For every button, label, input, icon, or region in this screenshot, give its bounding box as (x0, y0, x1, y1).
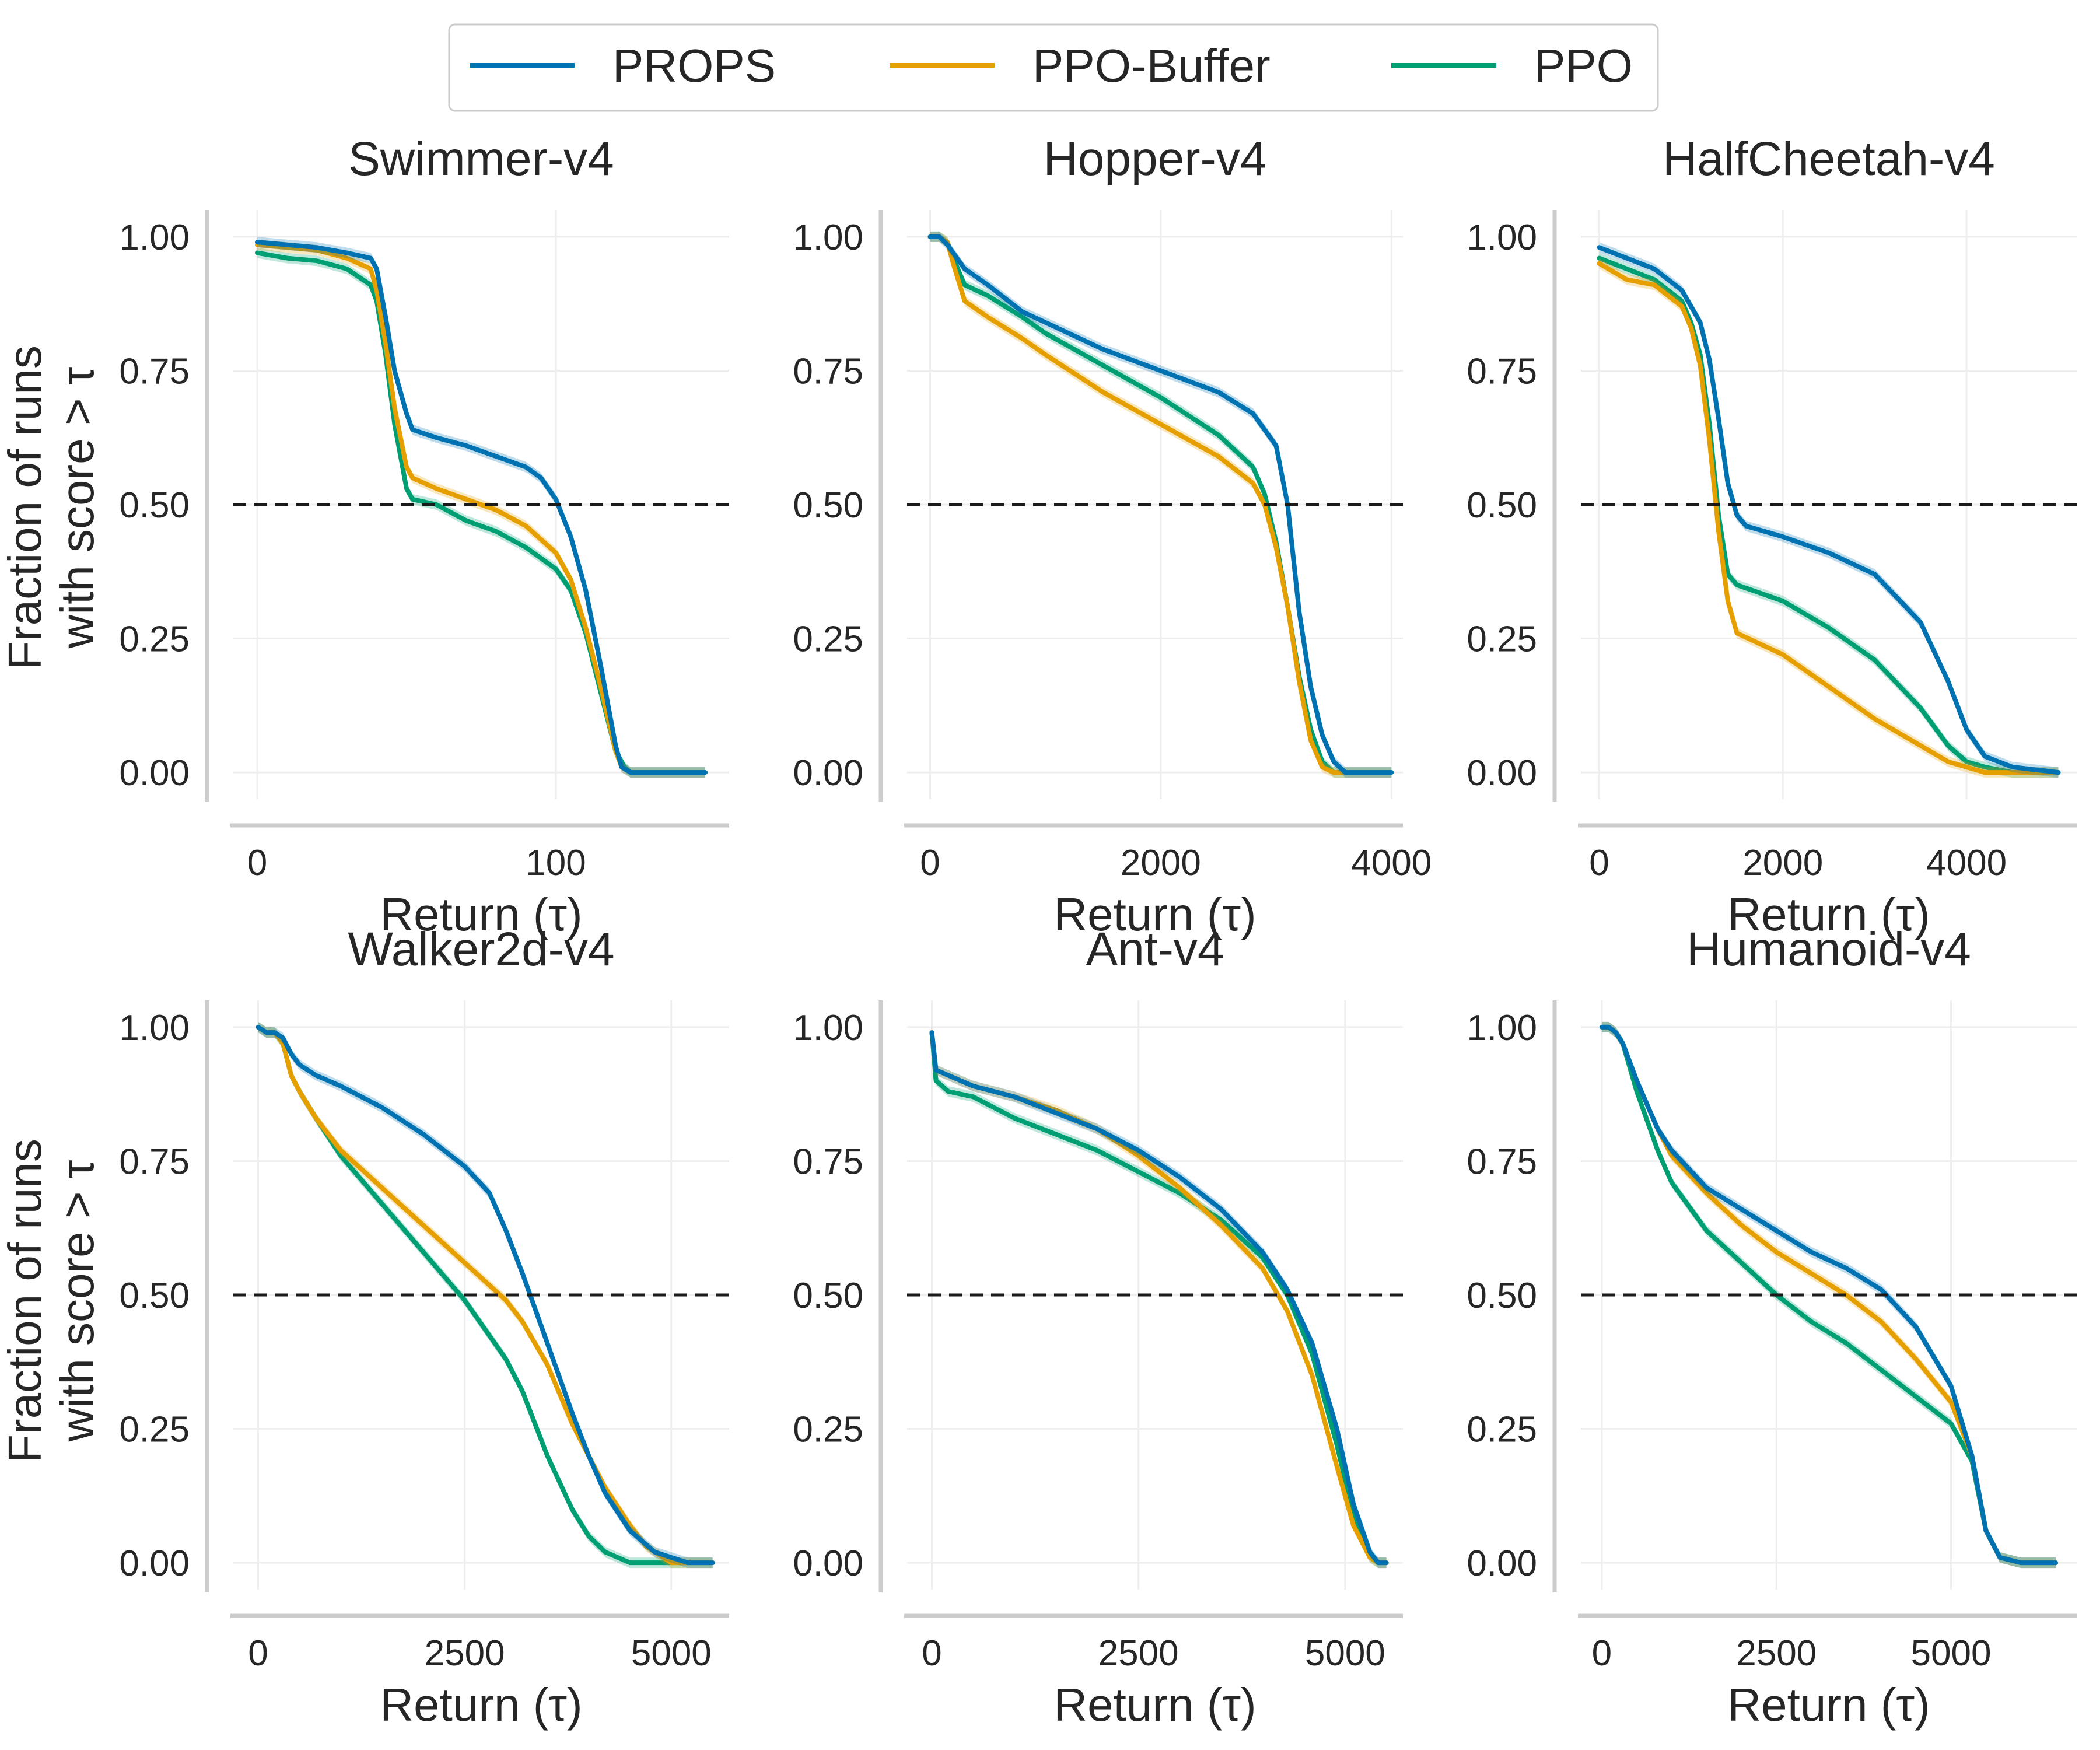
series-line-props (1597, 245, 2061, 775)
series-line-ppo-buffer (1597, 261, 2061, 775)
x-tick-label: 0 (922, 1633, 942, 1674)
subplot-grid: 0.00 0.25 0.50 0.75 1.00 0 100 Swimmer-v4 Return… (119, 132, 2077, 1731)
x-tick-label: 2500 (1736, 1633, 1817, 1674)
y-tick-label: 0.75 (1466, 1142, 1537, 1182)
confidence-band-props (1599, 242, 2059, 778)
subplot-halfcheetah-v4: 0.00 0.25 0.50 0.75 1.00 0 2000 4000 HalfCheetah… (1466, 132, 2077, 940)
y-tick-label: 0.50 (119, 485, 190, 526)
y-tick-label: 1.00 (119, 218, 190, 258)
confidence-band-ppo-buffer (257, 239, 705, 778)
y-tick-label: 1.00 (1466, 1008, 1537, 1048)
subplot-ant-v4: 0.00 0.25 0.50 0.75 1.00 0 2500 5000 Ant-v4 Retur… (793, 923, 1403, 1731)
x-axis-title: Return (τ) (380, 1679, 582, 1731)
x-tick-label: 2000 (1742, 843, 1823, 883)
y-tick-label: 0.00 (119, 1544, 190, 1584)
subplot-title: Swimmer-v4 (348, 132, 614, 186)
y-tick-label: 0.25 (1466, 620, 1537, 660)
y-axis-title-line2: with score > τ (51, 1160, 103, 1443)
x-axis-title: Return (τ) (1054, 1679, 1256, 1731)
legend-label-ppo: PPO (1534, 40, 1633, 92)
confidence-band-ppo (1599, 253, 2059, 778)
y-tick-label: 1.00 (119, 1008, 190, 1048)
series-line-props (255, 240, 708, 775)
y-tick-label: 1.00 (1466, 218, 1537, 258)
series-line-ppo-buffer (256, 1024, 715, 1566)
y-tick-label: 0.50 (119, 1276, 190, 1316)
series-line-ppo (929, 1030, 1389, 1566)
subplot-walker2d-v4: 0.00 0.25 0.50 0.75 1.00 0 2500 5000 Walker2d-v4… (119, 923, 729, 1731)
series-line-ppo (255, 250, 708, 775)
x-tick-label: 4000 (1351, 843, 1432, 883)
x-tick-label: 0 (248, 1633, 268, 1674)
y-tick-label: 0.00 (119, 753, 190, 793)
y-axis-title-top: Fraction of runs with score > τ (0, 345, 103, 670)
x-tick-label: 0 (1592, 1633, 1612, 1674)
x-tick-label: 2500 (425, 1633, 505, 1674)
x-tick-label: 5000 (1911, 1633, 1992, 1674)
subplot-title: Ant-v4 (1086, 923, 1224, 976)
y-tick-label: 0.25 (119, 620, 190, 660)
subplot-title: Humanoid-v4 (1686, 923, 1971, 976)
y-tick-label: 0.75 (793, 351, 863, 391)
y-tick-label: 0.25 (1466, 1410, 1537, 1450)
y-tick-label: 1.00 (793, 1008, 863, 1048)
series-line-ppo (928, 234, 1394, 775)
x-tick-label: 4000 (1926, 843, 2007, 883)
y-tick-label: 0.25 (119, 1410, 190, 1450)
y-tick-label: 0.00 (1466, 1544, 1537, 1584)
y-axis-title-line2: with score > τ (51, 367, 103, 649)
y-tick-label: 0.00 (793, 1544, 863, 1584)
x-tick-label: 0 (1589, 843, 1609, 883)
y-tick-label: 0.50 (1466, 1276, 1537, 1316)
series-line-props (1599, 1024, 2059, 1566)
subplot-title: Hopper-v4 (1044, 132, 1267, 186)
y-tick-label: 0.00 (793, 753, 863, 793)
series-line-props (928, 234, 1394, 775)
y-tick-label: 0.25 (793, 620, 863, 660)
y-tick-label: 1.00 (793, 218, 863, 258)
legend-label-props: PROPS (612, 40, 776, 92)
confidence-band-ppo-buffer (1599, 258, 2059, 778)
series-line-ppo (1597, 256, 2061, 775)
y-axis-title-line1: Fraction of runs (0, 1139, 51, 1463)
subplot-title: Walker2d-v4 (348, 923, 614, 976)
series-line-props (929, 1030, 1389, 1566)
x-axis-title: Return (τ) (1054, 888, 1256, 940)
y-tick-label: 0.50 (793, 485, 863, 526)
legend-label-ppo-buffer: PPO-Buffer (1032, 40, 1270, 92)
y-tick-label: 0.50 (793, 1276, 863, 1316)
x-tick-label: 2000 (1121, 843, 1201, 883)
series-line-ppo-buffer (928, 234, 1394, 775)
x-tick-label: 5000 (1305, 1633, 1385, 1674)
x-tick-label: 5000 (631, 1633, 712, 1674)
y-axis-title-bottom: Fraction of runs with score > τ (0, 1139, 103, 1463)
x-axis-title: Return (τ) (1727, 1679, 1930, 1731)
subplot-humanoid-v4: 0.00 0.25 0.50 0.75 1.00 0 2500 5000 Humanoid-v4… (1466, 923, 2077, 1731)
x-axis-title: Return (τ) (380, 888, 582, 940)
x-tick-label: 0 (920, 843, 940, 883)
legend: PROPS PPO-Buffer PPO (448, 23, 1659, 112)
x-axis-title: Return (τ) (1727, 888, 1930, 940)
x-tick-label: 0 (247, 843, 267, 883)
confidence-band-ppo (930, 231, 1392, 778)
legend-frame (448, 23, 1659, 112)
y-tick-label: 0.75 (119, 351, 190, 391)
x-tick-label: 100 (526, 843, 586, 883)
series-line-props (256, 1024, 715, 1566)
subplot-hopper-v4: 0.00 0.25 0.50 0.75 1.00 0 2000 4000 Hopper-v4 Re… (793, 132, 1432, 940)
y-tick-label: 0.50 (1466, 485, 1537, 526)
y-tick-label: 0.00 (1466, 753, 1537, 793)
confidence-band-ppo (257, 247, 705, 778)
y-tick-label: 0.25 (793, 1410, 863, 1450)
y-tick-label: 0.75 (793, 1142, 863, 1182)
y-tick-label: 0.75 (1466, 351, 1537, 391)
y-axis-title-line1: Fraction of runs (0, 345, 51, 670)
y-tick-label: 0.75 (119, 1142, 190, 1182)
subplot-swimmer-v4: 0.00 0.25 0.50 0.75 1.00 0 100 Swimmer-v4 Return… (119, 132, 729, 940)
subplot-title: HalfCheetah-v4 (1662, 132, 1995, 186)
x-tick-label: 2500 (1098, 1633, 1179, 1674)
